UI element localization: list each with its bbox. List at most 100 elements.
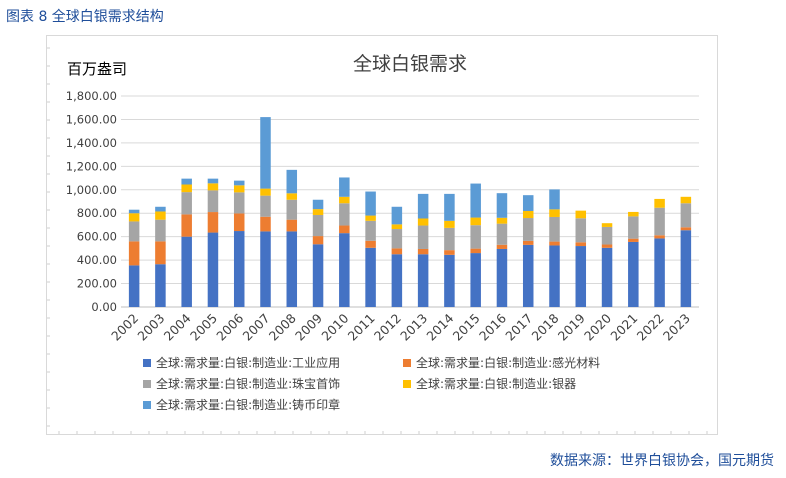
legend-entry: 全球:需求量:白银:制造业:银器 bbox=[416, 376, 576, 391]
x-tick-label: 2022 bbox=[634, 311, 667, 344]
x-tick-label: 2013 bbox=[397, 311, 430, 344]
chart-title: 全球白银需求 bbox=[353, 53, 467, 75]
bar-segment bbox=[207, 212, 219, 233]
bar-segment bbox=[601, 226, 613, 245]
bar-segment bbox=[654, 198, 665, 208]
legend-swatch bbox=[143, 359, 151, 367]
bar-segment bbox=[181, 192, 192, 215]
bar-segment bbox=[391, 229, 403, 249]
bar-segment bbox=[155, 241, 166, 265]
chart-frame: 全球白银需求 百万盎司 0.00 200.00 400.00 600.00 800.00 1,… bbox=[46, 35, 718, 435]
y-tick-label: 1,200.00 bbox=[66, 159, 117, 173]
bar-segment bbox=[522, 195, 534, 211]
bar-segment bbox=[260, 188, 271, 196]
bar-segment bbox=[286, 199, 298, 220]
bar-segment bbox=[575, 210, 587, 219]
bar-segment bbox=[628, 211, 639, 217]
x-tick-label: 2009 bbox=[292, 310, 325, 343]
bar-segment bbox=[233, 180, 245, 186]
bar-segment bbox=[286, 193, 298, 200]
bar-segment bbox=[365, 247, 376, 307]
bar-segment bbox=[233, 213, 245, 232]
bar-segment bbox=[233, 185, 245, 193]
bar-segment bbox=[312, 214, 324, 237]
x-tick-label: 2017 bbox=[502, 311, 535, 344]
bar-segment bbox=[391, 224, 403, 230]
bar-segment bbox=[444, 220, 455, 228]
bar-segment bbox=[417, 225, 429, 249]
bar-segment bbox=[522, 210, 534, 219]
x-tick-label: 2010 bbox=[318, 310, 351, 343]
x-tick-label: 2023 bbox=[660, 311, 693, 344]
bar-segment bbox=[575, 218, 587, 243]
bar-segment bbox=[417, 254, 429, 307]
y-tick-label: 1,800.00 bbox=[66, 89, 117, 103]
legend-entry: 全球:需求量:白银:制造业:工业应用 bbox=[156, 355, 340, 370]
unit-label: 百万盎司 bbox=[67, 60, 127, 78]
legend-swatch bbox=[143, 380, 151, 388]
bar-segment bbox=[260, 195, 271, 217]
bar-segment bbox=[286, 231, 298, 307]
x-tick-label: 2019 bbox=[555, 310, 588, 343]
bar-segment bbox=[417, 193, 429, 219]
bar-segment bbox=[444, 227, 455, 251]
bar-segment bbox=[575, 246, 587, 307]
x-tick-label: 2020 bbox=[581, 310, 614, 343]
x-tick-label: 2018 bbox=[529, 310, 562, 343]
bar-segment bbox=[496, 193, 508, 218]
bar-segment bbox=[312, 199, 324, 210]
bar-segment bbox=[444, 193, 455, 221]
bar-segment bbox=[549, 189, 560, 210]
bar-segment bbox=[207, 178, 219, 184]
y-tick-label: 1,600.00 bbox=[66, 112, 117, 126]
x-tick-label: 2007 bbox=[240, 311, 273, 344]
bar-segment bbox=[155, 219, 166, 242]
bar-segment bbox=[260, 231, 271, 307]
bar-segment bbox=[601, 247, 613, 307]
bar-segment bbox=[312, 244, 324, 307]
bar-segment bbox=[365, 191, 376, 216]
bar-segment bbox=[444, 254, 455, 307]
bar-segment bbox=[155, 211, 166, 220]
bar-segment bbox=[207, 183, 219, 191]
bar-segment bbox=[207, 190, 219, 213]
legend-entry: 全球:需求量:白银:制造业:铸币印章 bbox=[156, 397, 340, 412]
y-tick-label: 0.00 bbox=[91, 300, 117, 314]
bar-segment bbox=[628, 238, 639, 242]
bar-segment bbox=[417, 248, 429, 255]
legend-entry: 全球:需求量:白银:制造业:感光材料 bbox=[416, 355, 600, 370]
bar-segment bbox=[470, 248, 481, 254]
bar-segment bbox=[339, 203, 350, 226]
bar-segment bbox=[654, 207, 665, 236]
legend-swatch bbox=[403, 359, 411, 367]
bar-segment bbox=[181, 178, 192, 185]
bar-segment bbox=[365, 215, 376, 221]
y-tick-label: 200.00 bbox=[77, 277, 117, 291]
bar-segment bbox=[339, 225, 350, 234]
bar-segment bbox=[601, 244, 613, 248]
bar-segment bbox=[417, 218, 429, 226]
bar-segment bbox=[522, 240, 534, 245]
legend-entry: 全球:需求量:白银:制造业:珠宝首饰 bbox=[156, 376, 340, 391]
x-tick-label: 2002 bbox=[108, 311, 141, 344]
y-tick-label: 600.00 bbox=[77, 230, 117, 244]
x-tick-label: 2015 bbox=[450, 311, 483, 344]
bar-segment bbox=[391, 248, 403, 255]
bar-segment bbox=[233, 192, 245, 214]
bar-segment bbox=[365, 240, 376, 248]
bar-segment bbox=[628, 216, 639, 239]
bar-segment bbox=[549, 245, 560, 307]
legend-swatch bbox=[403, 380, 411, 388]
bar-segment bbox=[549, 241, 560, 246]
bar-segment bbox=[680, 196, 692, 204]
bar-segment bbox=[470, 217, 481, 226]
bar-segment bbox=[496, 244, 508, 249]
bar-segment bbox=[496, 223, 508, 245]
chart-svg: 全球白银需求 百万盎司 0.00 200.00 400.00 600.00 800.00 1,… bbox=[47, 47, 708, 434]
bar-segment bbox=[680, 230, 692, 307]
bar-segment bbox=[549, 216, 560, 242]
bar-segment bbox=[339, 196, 350, 204]
bar-segment bbox=[654, 235, 665, 239]
legend-swatch bbox=[143, 401, 151, 409]
bar-segment bbox=[496, 248, 508, 307]
